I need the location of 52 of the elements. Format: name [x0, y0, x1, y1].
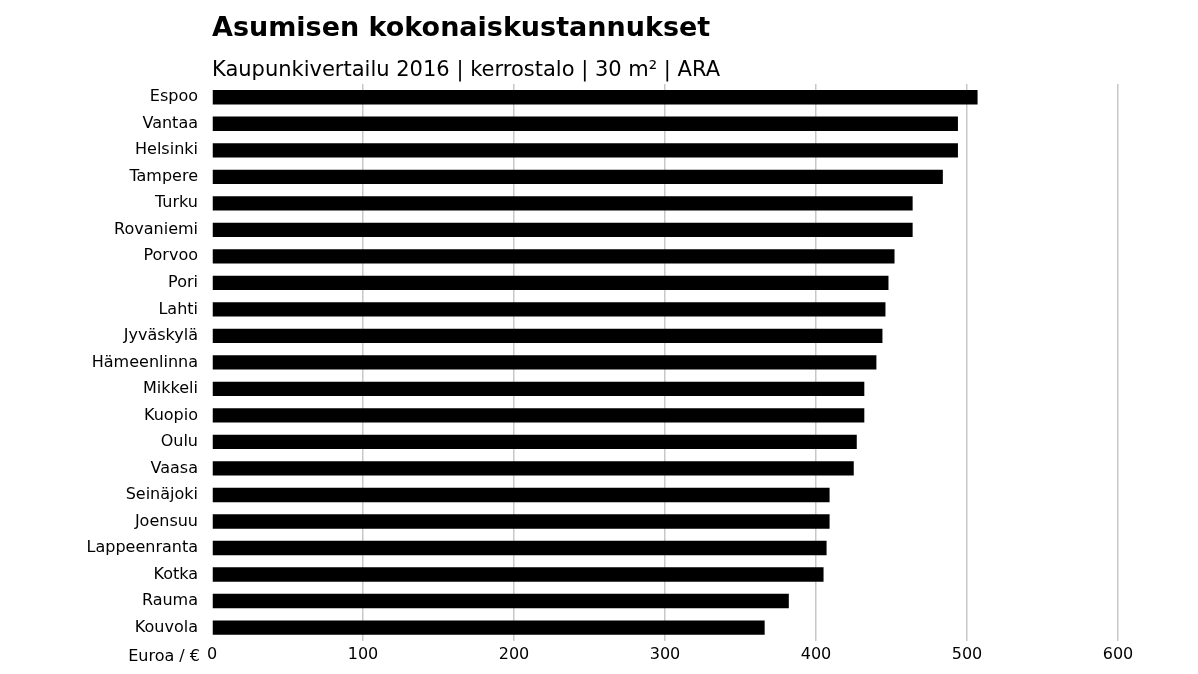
y-tick-label: Porvoo [143, 245, 198, 265]
bar [212, 620, 765, 635]
y-tick-label: Rauma [141, 590, 198, 610]
x-tick-label: 300 [649, 643, 681, 663]
x-tick-label: 400 [800, 643, 832, 663]
bar [212, 196, 913, 211]
x-tick-label: 200 [498, 643, 530, 663]
x-axis-title: Euroa / € [128, 645, 200, 665]
chart-subtitle: Kaupunkivertailu 2016 | kerrostalo | 30 m² | ARA [212, 57, 721, 82]
y-tick-label: Vantaa [142, 112, 198, 132]
y-tick-label: Helsinki [135, 139, 198, 159]
y-tick-label: Kotka [153, 563, 198, 583]
y-tick-label: Oulu [160, 431, 198, 451]
bar [212, 90, 978, 105]
y-tick-label: Vaasa [150, 457, 198, 477]
chart-title: Asumisen kokonaiskustannukset [212, 11, 711, 42]
x-tick-label: 600 [1102, 643, 1134, 663]
y-tick-label: Pori [168, 272, 198, 292]
bar [212, 567, 824, 582]
bar [212, 487, 830, 503]
y-tick-label: Rovaniemi [114, 218, 198, 238]
bar [212, 540, 827, 556]
y-tick-label: Hämeenlinna [91, 351, 198, 371]
bar [212, 275, 889, 291]
y-tick-label: Mikkeli [143, 378, 198, 398]
bar [212, 408, 865, 423]
y-tick-label: Kuopio [143, 404, 198, 424]
y-tick-label: Joensuu [133, 510, 198, 530]
y-tick-label: Tampere [128, 165, 198, 185]
y-tick-label: Turku [154, 192, 198, 212]
x-tick-label: 500 [951, 643, 983, 663]
bar [212, 461, 854, 476]
x-tick-label: 0 [206, 643, 218, 663]
bar [212, 222, 913, 237]
bar [212, 302, 886, 317]
y-tick-label: Kouvola [134, 616, 198, 636]
bar [212, 143, 958, 158]
bar [212, 249, 895, 264]
y-tick-label: Lahti [158, 298, 198, 318]
bar [212, 328, 883, 344]
y-tick-label: Seinäjoki [125, 484, 198, 504]
bar [212, 514, 830, 529]
y-tick-label: Lappeenranta [86, 537, 198, 557]
y-tick-label: Jyväskylä [122, 325, 198, 345]
bar [212, 116, 958, 131]
bar [212, 593, 789, 609]
bar [212, 381, 865, 397]
y-tick-label: Espoo [149, 86, 198, 106]
bar [212, 434, 857, 450]
x-tick-label: 100 [347, 643, 379, 663]
bar [212, 169, 943, 184]
bar [212, 355, 877, 370]
